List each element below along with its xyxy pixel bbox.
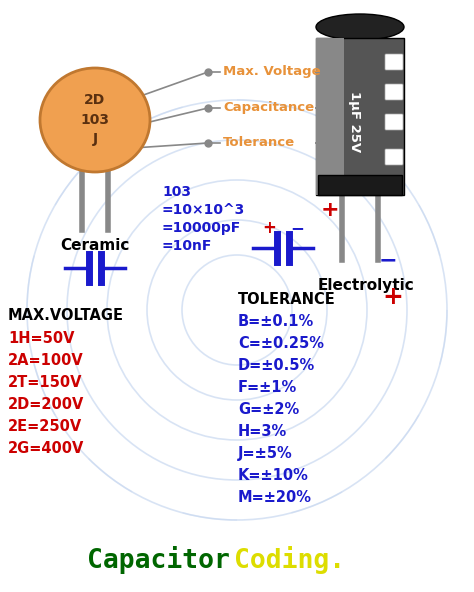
Text: =10nF: =10nF — [162, 239, 212, 253]
Text: Max. Voltage: Max. Voltage — [223, 66, 320, 79]
Text: B=±0.1%: B=±0.1% — [238, 314, 314, 329]
FancyBboxPatch shape — [385, 114, 403, 130]
Text: F=±1%: F=±1% — [238, 380, 297, 395]
Text: TOLERANCE: TOLERANCE — [238, 292, 336, 307]
FancyBboxPatch shape — [385, 84, 403, 100]
Text: −: − — [290, 219, 304, 237]
Bar — [318, 175, 402, 195]
Text: 1μF 25V: 1μF 25V — [348, 91, 362, 152]
Text: −: − — [379, 250, 397, 270]
Text: Capacitor: Capacitor — [87, 546, 230, 574]
Text: 2E=250V: 2E=250V — [8, 419, 82, 434]
Ellipse shape — [40, 68, 150, 172]
Text: M=±20%: M=±20% — [238, 490, 312, 505]
Text: =10×10^3: =10×10^3 — [162, 203, 245, 217]
Text: J=±5%: J=±5% — [238, 446, 293, 461]
Text: Electrolytic: Electrolytic — [318, 278, 415, 293]
Bar — [316, 38, 344, 195]
Text: K=±10%: K=±10% — [238, 468, 309, 483]
Text: Capacitance: Capacitance — [223, 101, 314, 114]
Text: 2D=200V: 2D=200V — [8, 397, 84, 412]
Text: H=3%: H=3% — [238, 424, 287, 439]
Text: MAX.VOLTAGE: MAX.VOLTAGE — [8, 308, 124, 323]
Text: D=±0.5%: D=±0.5% — [238, 358, 315, 373]
Text: G=±2%: G=±2% — [238, 402, 299, 417]
FancyBboxPatch shape — [385, 149, 403, 165]
Text: =10000pF: =10000pF — [162, 221, 241, 235]
Ellipse shape — [316, 14, 404, 40]
Text: 2D
103
J: 2D 103 J — [81, 94, 109, 146]
Text: +: + — [262, 219, 276, 237]
Text: 1H=50V: 1H=50V — [8, 331, 74, 346]
Text: C=±0.25%: C=±0.25% — [238, 336, 324, 351]
Text: +: + — [321, 200, 339, 220]
Text: 2A=100V: 2A=100V — [8, 353, 84, 368]
Text: +: + — [383, 285, 403, 309]
Bar — [316, 38, 404, 195]
FancyBboxPatch shape — [385, 54, 403, 70]
Text: 103: 103 — [162, 185, 191, 199]
Text: Tolerance: Tolerance — [223, 137, 295, 150]
Text: Ceramic: Ceramic — [60, 238, 130, 253]
Text: 2T=150V: 2T=150V — [8, 375, 82, 390]
Text: Coding.: Coding. — [234, 546, 345, 574]
Text: 2G=400V: 2G=400V — [8, 441, 84, 456]
